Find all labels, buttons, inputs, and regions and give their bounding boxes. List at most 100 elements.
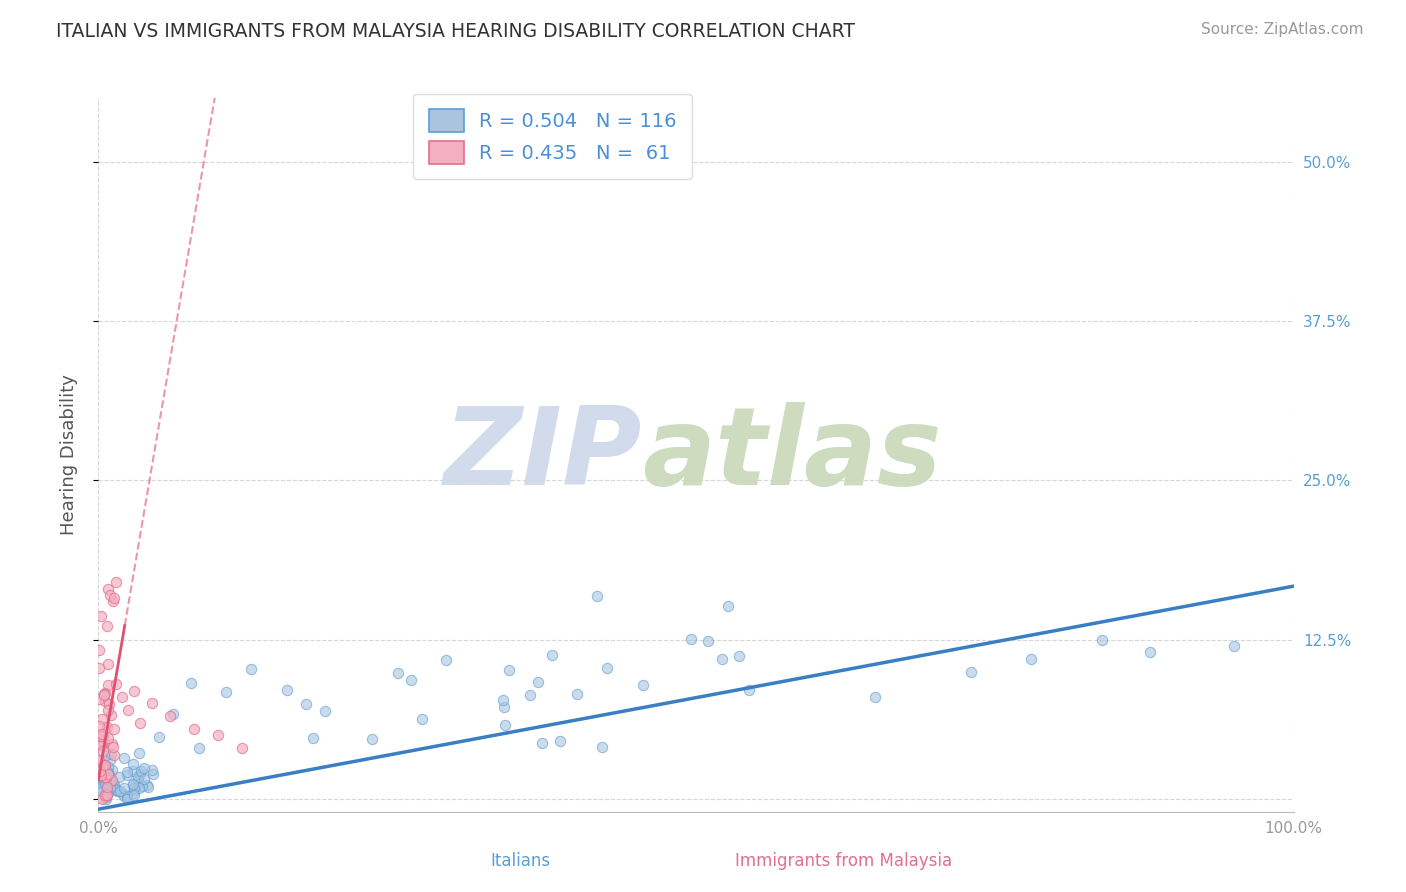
Point xyxy=(121,777,143,791)
Point xyxy=(87,692,110,706)
Point xyxy=(90,713,112,727)
Point xyxy=(89,764,111,779)
Point xyxy=(93,688,115,702)
Point xyxy=(115,789,138,804)
Point xyxy=(97,767,120,781)
Point xyxy=(127,773,149,788)
Point xyxy=(434,653,457,667)
Point xyxy=(96,720,118,734)
Point xyxy=(97,767,120,781)
Point xyxy=(100,763,122,777)
Point xyxy=(96,789,118,803)
Point xyxy=(94,771,117,785)
Point xyxy=(103,747,125,762)
Point xyxy=(122,780,145,795)
Point xyxy=(107,770,129,784)
Point xyxy=(87,753,110,767)
Point xyxy=(411,712,433,726)
Point xyxy=(231,741,253,756)
Point xyxy=(100,747,122,761)
Point xyxy=(93,789,115,804)
Point xyxy=(101,737,124,751)
Point xyxy=(105,784,128,798)
Point xyxy=(89,780,111,794)
Point xyxy=(679,632,702,646)
Point xyxy=(98,768,121,782)
Point xyxy=(717,599,740,613)
Point xyxy=(89,754,111,768)
Point xyxy=(399,673,422,687)
Point xyxy=(103,781,125,796)
Point xyxy=(696,634,718,648)
Point xyxy=(90,767,112,781)
Point xyxy=(97,759,120,773)
Point xyxy=(96,783,118,797)
Point xyxy=(98,697,121,711)
Point xyxy=(105,781,128,796)
Point xyxy=(1091,632,1114,647)
Point xyxy=(959,665,981,679)
Point xyxy=(591,740,613,755)
Point xyxy=(98,588,122,602)
Point xyxy=(141,697,163,711)
Point xyxy=(97,765,120,780)
Point xyxy=(89,661,111,675)
Point xyxy=(112,780,135,795)
Point xyxy=(207,728,229,742)
Point xyxy=(94,774,117,789)
Point xyxy=(91,758,114,772)
Point xyxy=(129,764,152,779)
Point xyxy=(93,765,115,780)
Point xyxy=(93,687,115,701)
Point xyxy=(93,694,115,708)
Point xyxy=(122,786,145,800)
Point xyxy=(103,777,125,791)
Point xyxy=(90,768,112,782)
Point xyxy=(90,790,112,805)
Point xyxy=(631,678,654,692)
Point xyxy=(112,789,135,803)
Point xyxy=(91,777,114,791)
Point xyxy=(159,709,181,723)
Point xyxy=(105,677,128,691)
Point xyxy=(105,782,128,797)
Point xyxy=(90,770,112,784)
Point xyxy=(188,740,211,755)
Point xyxy=(89,762,111,776)
Point xyxy=(124,783,146,797)
Point xyxy=(96,791,118,805)
Point xyxy=(295,697,318,711)
Point xyxy=(492,693,515,707)
Point xyxy=(162,707,184,722)
Point xyxy=(94,782,117,797)
Point xyxy=(1019,652,1042,666)
Point xyxy=(93,758,115,772)
Point xyxy=(94,772,117,786)
Point xyxy=(115,792,138,806)
Point xyxy=(122,756,145,771)
Point xyxy=(90,768,112,782)
Point xyxy=(131,779,153,793)
Point xyxy=(142,767,165,781)
Point xyxy=(97,786,120,800)
Point xyxy=(101,780,124,794)
Point xyxy=(276,683,298,698)
Point xyxy=(134,761,156,775)
Point xyxy=(122,764,145,779)
Point xyxy=(90,729,112,743)
Point xyxy=(148,730,170,744)
Point xyxy=(129,715,152,730)
Point xyxy=(91,744,114,758)
Point xyxy=(97,657,120,672)
Point xyxy=(90,785,112,799)
Point xyxy=(103,740,125,755)
Point xyxy=(728,648,751,663)
Point xyxy=(97,731,120,746)
Point xyxy=(87,643,110,657)
Point xyxy=(136,780,159,794)
Point xyxy=(112,751,135,765)
Point xyxy=(596,661,619,675)
Point xyxy=(100,708,122,723)
Point xyxy=(94,788,117,802)
Point xyxy=(94,770,117,784)
